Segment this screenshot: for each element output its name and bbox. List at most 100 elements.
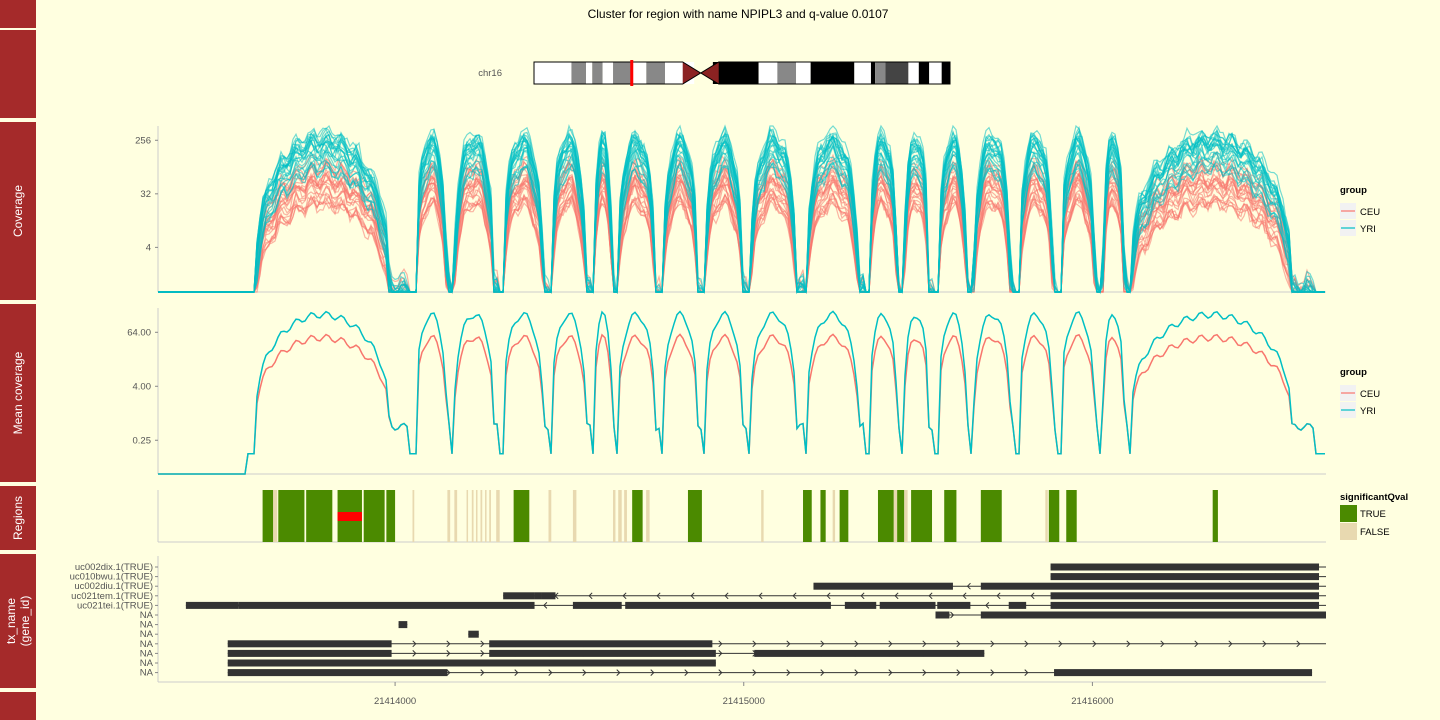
region-bar-true	[980, 490, 1002, 542]
strand-arrow	[1262, 640, 1267, 648]
y-tick-label: 256	[135, 135, 151, 146]
region-bar-false	[475, 490, 478, 542]
transcripts-panel: uc002dix.1(TRUE)uc010bwu.1(TRUE)uc002diu…	[70, 556, 1326, 683]
region-bar-false	[1045, 490, 1048, 542]
exon-block	[489, 640, 713, 648]
series-line-yri	[158, 124, 1325, 293]
x-tick-label: 21414000	[374, 696, 416, 707]
transcript-label: uc010bwu.1(TRUE)	[70, 572, 153, 583]
ideogram-band	[586, 62, 593, 84]
strand-arrow	[922, 640, 927, 648]
ideogram-band	[941, 62, 950, 84]
transcript-label: NA	[140, 620, 154, 631]
region-bar-true	[1066, 490, 1077, 542]
region-bar-false	[904, 490, 908, 542]
ideogram-band	[918, 62, 930, 84]
strand-arrow	[922, 669, 927, 676]
region-bar-false	[646, 490, 650, 542]
exon-block	[227, 659, 716, 667]
region-bar-true	[386, 490, 396, 542]
region-bar-false	[893, 490, 898, 542]
strand-arrow	[650, 669, 655, 676]
strand-arrow	[446, 650, 451, 657]
facet-strip-label-group: Regions	[11, 496, 25, 540]
strand-arrow	[894, 592, 899, 600]
exon-block	[227, 649, 392, 657]
y-tick-label: 4	[146, 242, 151, 253]
strand-arrow	[1092, 640, 1097, 648]
region-bar-false	[572, 490, 577, 542]
chromosome-label: chr16	[478, 68, 502, 79]
ideogram-band	[631, 62, 647, 84]
region-highlight	[337, 512, 362, 521]
strand-arrow	[950, 611, 955, 619]
strand-arrow	[956, 640, 961, 648]
strand-arrow	[588, 592, 593, 600]
strand-arrow	[962, 592, 967, 600]
exon-block	[1008, 601, 1027, 609]
facet-strip-label: (gene_id)	[18, 596, 32, 647]
exon-block	[879, 601, 936, 609]
region-bar-false	[624, 490, 627, 542]
strand-arrow	[820, 640, 825, 648]
ideogram-band	[602, 62, 614, 84]
centromere-left	[682, 62, 701, 84]
strand-arrow	[548, 669, 553, 676]
coverage-panel: 4 32 256	[135, 124, 1326, 295]
legend-entry: YRI	[1360, 406, 1376, 417]
y-tick-label: 32	[140, 189, 151, 200]
exon-block	[813, 582, 953, 590]
exon-block	[625, 601, 831, 609]
chart-title: Cluster for region with name NPIPL3 and …	[588, 7, 889, 21]
region-bar-true	[877, 490, 894, 542]
ideogram-band	[712, 62, 759, 84]
ideogram-band	[908, 62, 919, 84]
facet-strip	[0, 486, 36, 550]
legend-title: group	[1340, 185, 1367, 196]
strand-arrow	[690, 592, 695, 600]
exon-block	[754, 649, 985, 657]
exon-block	[1050, 601, 1320, 609]
facet-strip	[0, 122, 36, 300]
regions-panel	[157, 490, 1326, 543]
region-bar-false	[273, 490, 278, 542]
region-bar-false	[612, 490, 616, 542]
facet-strip-label-group: Mean coverage	[11, 351, 25, 434]
strand-arrow	[1030, 592, 1035, 600]
region-bar-false	[471, 490, 474, 542]
region-bar-false	[832, 490, 836, 542]
strand-arrow	[752, 669, 757, 676]
strand-arrow	[1058, 640, 1063, 648]
region-bar-false	[480, 490, 483, 542]
strand-arrow	[514, 669, 519, 676]
region-bar-false	[447, 490, 451, 542]
legend-entry: YRI	[1360, 224, 1376, 235]
region-bar-true	[278, 490, 305, 542]
legend-entry: FALSE	[1360, 527, 1390, 538]
region-bar-true	[513, 490, 530, 542]
ideogram-band	[854, 62, 871, 84]
mean-coverage-panel: 0.25 4.00 64.00	[127, 308, 1326, 475]
facet-strip-label: tx_name	[4, 598, 18, 644]
strand-arrow	[412, 640, 417, 648]
strand-arrow	[480, 650, 485, 657]
strand-arrow	[854, 669, 859, 676]
region-bar-true	[1048, 490, 1060, 542]
ideogram-band	[870, 62, 876, 84]
strand-arrow	[752, 640, 757, 648]
strand-arrow	[786, 669, 791, 676]
region-bar-true	[944, 490, 957, 542]
ideogram-band	[571, 62, 586, 84]
strand-arrow	[996, 592, 1001, 600]
ideogram-band	[613, 62, 632, 84]
strand-arrow	[854, 640, 859, 648]
strand-arrow	[1024, 640, 1029, 648]
strand-arrow	[412, 650, 417, 657]
transcript-label: uc002diu.1(TRUE)	[74, 581, 153, 592]
ideogram-band	[875, 62, 886, 84]
exon-block	[503, 592, 535, 600]
transcript-label: uc021tei.1(TRUE)	[77, 600, 153, 611]
ideogram-band	[929, 62, 942, 84]
region-bar-true	[1212, 490, 1218, 542]
facet-strip	[0, 554, 36, 688]
